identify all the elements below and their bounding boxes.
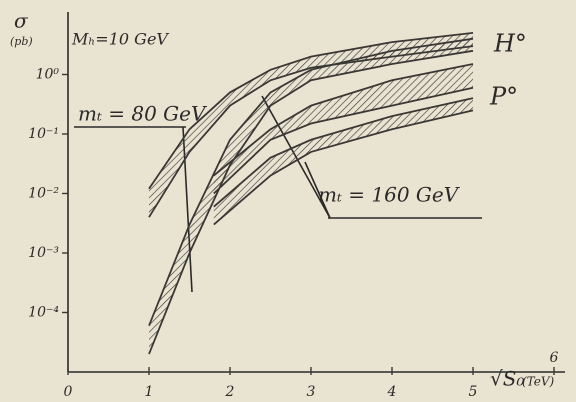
x-label-unit: (TeV) [522,375,555,389]
x-tick-label: 0 [64,384,73,400]
y-label-unit: (pb) [10,35,33,48]
x-label: √S₀ [490,367,524,391]
band-fill [213,98,474,225]
x-tick-label: 2 [225,384,235,400]
band-edge [148,32,474,190]
x-tick-label: 3 [307,384,316,400]
band-edge [148,37,474,327]
band-fill [149,38,473,355]
annotation: H° [493,30,527,58]
annotation: mₜ = 80 GeV [78,102,208,126]
band-edge [213,97,474,208]
band-fill [213,64,474,194]
y-tick-label: 10⁻⁴ [28,305,59,321]
band-edge [213,63,474,177]
x-tick-label: 6 [550,350,559,366]
band-edge [213,86,474,195]
x-tick-label: 4 [387,384,397,400]
band-edge [148,49,474,355]
annotation: P° [489,83,518,111]
y-tick-label: 10⁻² [28,186,59,202]
x-tick-label: 5 [469,384,478,400]
y-tick-label: 10⁻³ [28,245,59,261]
band-edge [213,109,474,226]
annotation: mₜ = 160 GeV [318,183,461,207]
y-tick-label: 10⁰ [36,67,60,83]
y-label: σ [14,9,29,33]
x-tick-label: 1 [145,384,154,400]
y-tick-label: 10⁻¹ [28,126,59,142]
annotation: Mₕ=10 GeV [71,30,169,49]
